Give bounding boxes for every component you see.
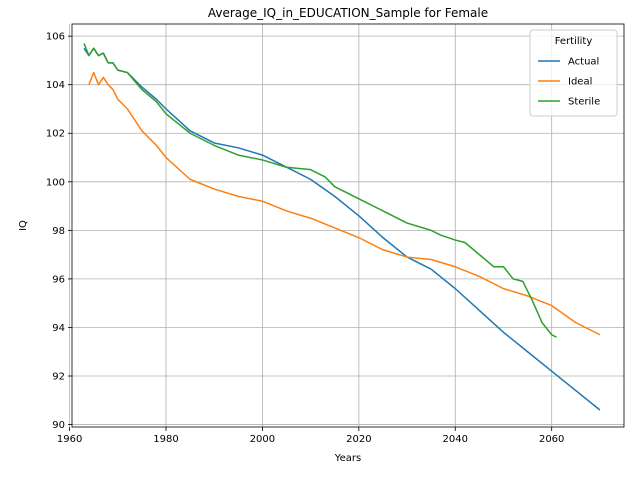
x-tick-label: 1960 [57, 434, 82, 445]
series-line-sterile [83, 43, 557, 338]
legend-label-actual: Actual [568, 57, 599, 68]
legend-title: Fertility [555, 36, 593, 47]
legend: Fertility Actual Ideal Sterile [529, 29, 618, 117]
y-axis-ticks: 90 92 94 96 98 100 102 104 106 [46, 32, 72, 431]
y-tick-label: 92 [52, 372, 65, 383]
x-axis-label: Years [334, 453, 361, 464]
y-axis-label: IQ [18, 220, 29, 231]
legend-label-ideal: Ideal [568, 77, 592, 88]
plot-series [83, 43, 601, 411]
chart-title: Average_IQ_in_EDUCATION_Sample for Femal… [208, 6, 488, 20]
grid [69, 24, 624, 427]
x-tick-label: 2020 [346, 434, 371, 445]
series-line-ideal [88, 71, 601, 336]
x-tick-label: 1980 [153, 434, 178, 445]
y-tick-label: 102 [46, 129, 65, 140]
y-tick-label: 106 [46, 32, 65, 43]
x-tick-label: 2040 [443, 434, 468, 445]
y-tick-label: 100 [46, 177, 65, 188]
y-tick-label: 98 [52, 226, 65, 237]
x-tick-label: 2000 [250, 434, 275, 445]
y-tick-label: 90 [52, 420, 65, 431]
x-axis-ticks: 1960 1980 2000 2020 2040 2060 [57, 427, 564, 445]
y-tick-label: 96 [52, 274, 65, 285]
legend-box [529, 29, 618, 117]
plot-area-frame [71, 23, 625, 428]
y-tick-label: 104 [46, 80, 65, 91]
legend-items: Actual Ideal Sterile [538, 57, 600, 108]
legend-label-sterile: Sterile [568, 97, 600, 108]
y-tick-label: 94 [52, 323, 65, 334]
x-tick-label: 2060 [539, 434, 564, 445]
